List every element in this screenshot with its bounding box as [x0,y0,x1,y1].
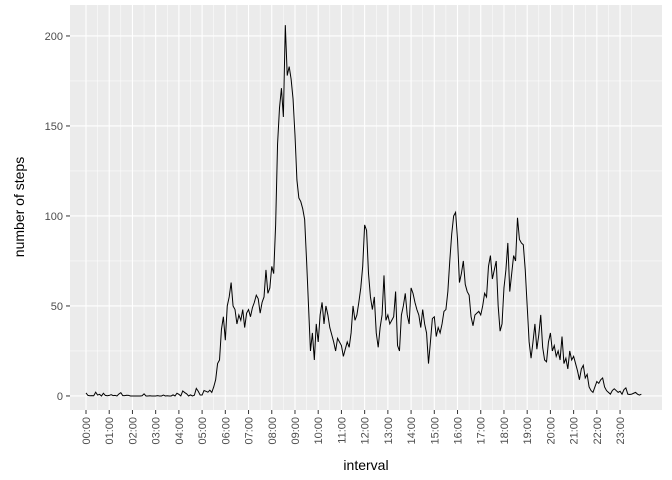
x-tick-label: 23:00 [615,417,627,445]
marks [85,25,642,397]
x-tick-label: 18:00 [499,417,511,445]
x-tick-label: 16:00 [453,417,465,445]
x-tick-label: 11:00 [336,417,348,444]
grid [70,5,662,410]
x-tick-label: 04:00 [174,417,186,445]
y-tick-label: 150 [45,121,63,133]
y-tick-label: 200 [45,31,63,43]
x-tick-label: 22:00 [592,417,604,445]
x-tick-label: 01:00 [104,417,116,445]
x-tick-label: 10:00 [313,417,325,445]
x-tick-label: 07:00 [244,417,256,445]
line [85,25,642,397]
x-tick-label: 09:00 [290,417,302,445]
x-tick-label: 06:00 [220,417,232,445]
x-tick-label: 13:00 [383,417,395,445]
x-tick-label: 03:00 [151,417,163,445]
y-tick-label: 0 [57,391,63,403]
y-tick-label: 100 [45,211,63,223]
x-tick-label: 02:00 [127,417,139,445]
x-tick-label: 19:00 [522,417,534,445]
x-tick-label: 00:00 [81,417,93,445]
y-axis-title: number of steps [11,157,27,257]
x-tick-label: 20:00 [545,417,557,445]
x-tick-label: 12:00 [360,417,372,445]
x-tick-label: 17:00 [476,417,488,445]
x-tick-label: 05:00 [197,417,209,445]
x-axis-title: interval [343,457,388,473]
x-tick-label: 08:00 [267,417,279,445]
plot-panel [70,5,662,410]
x-tick-label: 21:00 [569,417,581,445]
y-tick-label: 50 [51,301,63,313]
x-tick-label: 14:00 [406,417,418,445]
x-tick-label: 15:00 [429,417,441,445]
